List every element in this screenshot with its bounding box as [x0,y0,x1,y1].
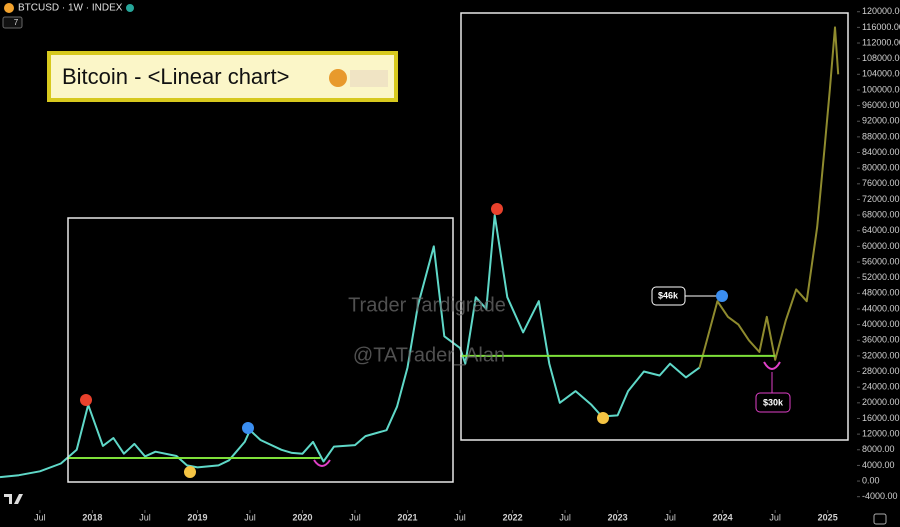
y-tick-label: 60000.00 [862,241,900,251]
y-tick-label: 68000.00 [862,209,900,219]
y-tick-label: 92000.00 [862,116,900,126]
callout-box [755,392,791,413]
symbol-icon [4,3,14,13]
support-arc [313,459,331,467]
y-tick-label: 16000.00 [862,413,900,423]
y-tick-label: 64000.00 [862,225,900,235]
peak-marker [491,203,503,215]
watermark: @TATrader_Alan [353,344,505,366]
y-tick-label: 48000.00 [862,288,900,298]
y-tick-label: 88000.00 [862,131,900,141]
indicator-count: 7 [14,18,19,27]
bottom-marker [184,466,196,478]
y-tick-label: 84000.00 [862,147,900,157]
indicators-toggle[interactable] [2,16,23,29]
y-tick-label: 120000.00 [862,6,900,16]
y-tick-label: 4000.00 [862,460,895,470]
range-box [67,217,454,483]
y-tick-label: 116000.00 [862,22,900,32]
retest-marker [716,290,728,302]
chart-title: Bitcoin - <Linear chart> [62,64,289,89]
price-line [698,26,840,368]
support-arc [763,361,781,370]
settings-button[interactable] [873,513,887,525]
tv-logo [4,494,23,504]
retest-marker [242,422,254,434]
plot-area: -4000.00 0.00 4000.00 8000.00 12000.00 16000.… [0,6,900,522]
y-tick-label: 52000.00 [862,272,900,282]
x-tick-label: Jul [139,512,151,522]
y-tick-label: 28000.00 [862,366,900,376]
y-tick-label: 100000.00 [862,84,900,94]
x-tick-label: Jul [349,512,361,522]
symbol-label[interactable]: BTCUSD · 1W · INDEX [18,3,123,14]
y-tick-label: 32000.00 [862,350,900,360]
callout-label: $30k [763,397,784,407]
peak-marker [80,394,92,406]
x-tick-label: Jul [34,512,46,522]
x-tick-label: Jul [769,512,781,522]
y-tick-label: 36000.00 [862,335,900,345]
x-tick-label: Jul [559,512,571,522]
bottom-marker [597,412,609,424]
y-tick-label: 44000.00 [862,303,900,313]
x-tick-label: 2020 [292,512,312,522]
x-tick-label: 2022 [503,512,523,522]
x-tick-label: Jul [244,512,256,522]
y-tick-label: 56000.00 [862,256,900,266]
y-tick-label: 24000.00 [862,382,900,392]
y-tick-label: 112000.00 [862,37,900,47]
status-dot [126,4,134,12]
x-tick-label: Jul [454,512,466,522]
y-tick-label: 80000.00 [862,163,900,173]
x-tick-label: 2024 [713,512,733,522]
x-tick-label: 2021 [398,512,418,522]
watermark: Trader Tardigrade [348,294,506,316]
x-tick-label: 2025 [818,512,838,522]
y-tick-label: 8000.00 [862,444,895,454]
callout-label: $46k [658,290,679,300]
y-tick-label: 76000.00 [862,178,900,188]
y-tick-label: 96000.00 [862,100,900,110]
price-line [0,214,701,479]
y-tick-label: 20000.00 [862,397,900,407]
x-tick-label: Jul [664,512,676,522]
y-tick-label: 108000.00 [862,53,900,63]
y-tick-label: -4000.00 [862,491,898,501]
logo-badge [350,70,388,87]
y-tick-label: 12000.00 [862,429,900,439]
y-tick-label: 40000.00 [862,319,900,329]
logo [329,69,347,87]
x-tick-label: 2023 [608,512,628,522]
y-tick-label: 104000.00 [862,69,900,79]
x-tick-label: 2018 [82,512,102,522]
x-tick-label: 2019 [187,512,207,522]
y-tick-label: 72000.00 [862,194,900,204]
y-tick-label: 0.00 [862,475,880,485]
range-box [460,12,849,441]
